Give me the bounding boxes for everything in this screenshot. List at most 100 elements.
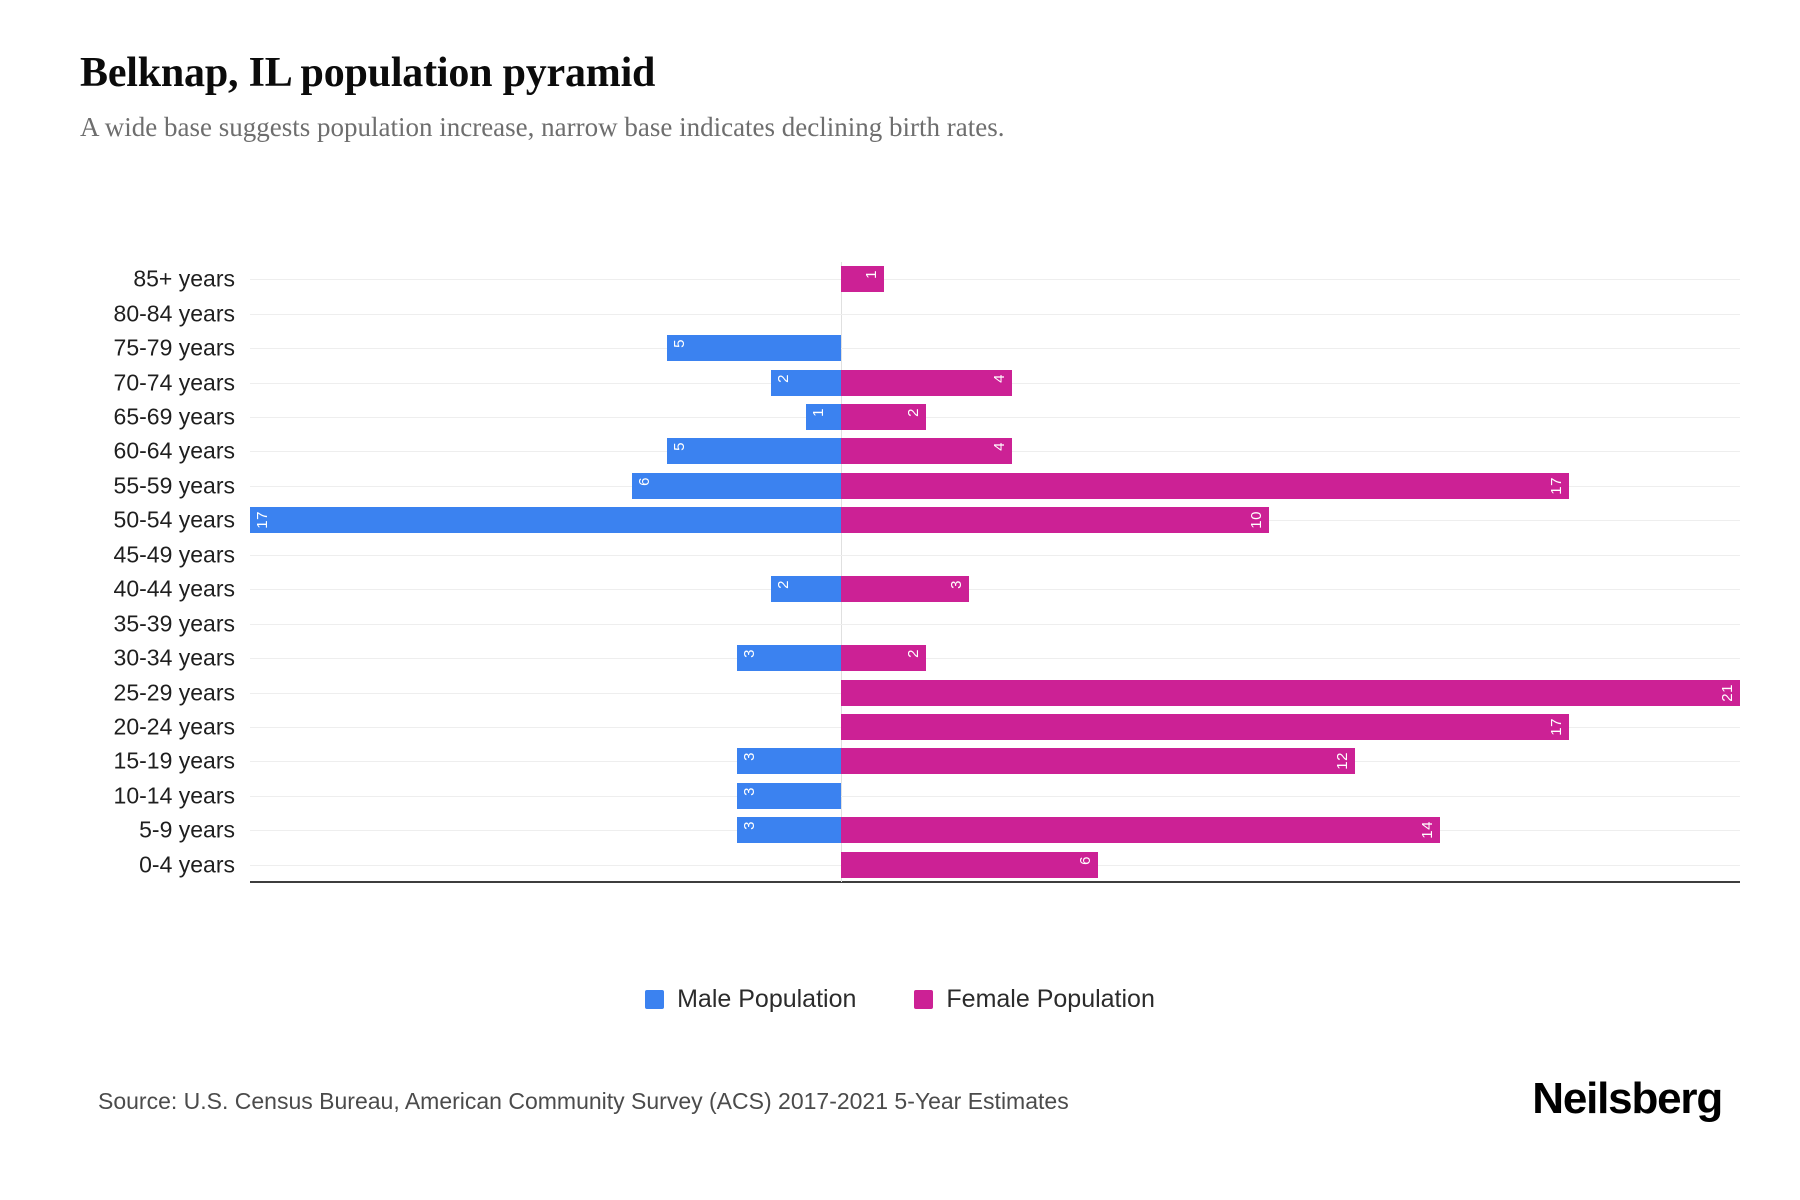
bar-value-label: 12: [1333, 752, 1351, 771]
bar-male[interactable]: 2: [771, 369, 841, 396]
y-axis-tick-label: 15-19 years: [113, 747, 235, 774]
source-note: Source: U.S. Census Bureau, American Com…: [98, 1088, 1069, 1114]
pyramid-row: 1: [250, 266, 1740, 293]
bar-value-label: 3: [740, 821, 758, 831]
brand-logo: Neilsberg: [1532, 1074, 1723, 1123]
pyramid-row: [250, 542, 1740, 568]
chart-plot-area: 85+ years 80-84 years 75-79 years 70-74 yea…: [80, 262, 1740, 912]
y-axis-tick-label: 25-29 years: [113, 679, 235, 706]
bar-male[interactable]: 2: [771, 576, 841, 603]
bar-female[interactable]: 4: [840, 438, 1013, 465]
pyramid-row: 3 14: [250, 817, 1740, 844]
y-axis-tick-label: 40-44 years: [113, 575, 235, 602]
pyramid-row: 3: [250, 782, 1740, 809]
y-axis-tick-label: 60-64 years: [113, 437, 235, 464]
square-swatch-icon: [914, 990, 934, 1009]
y-axis-tick-label: 0-4 years: [139, 851, 235, 878]
bar-value-label: 4: [991, 373, 1009, 383]
pyramid-row: [250, 301, 1740, 327]
gridline: [250, 624, 1740, 625]
gridline: [250, 279, 1740, 280]
gridline: [250, 417, 1740, 418]
bar-value-label: 2: [775, 373, 793, 383]
bar-value-label: 3: [740, 649, 758, 658]
chart-footer: Source: U.S. Census Bureau, American Com…: [0, 1074, 1800, 1140]
y-axis-tick-label: 5-9 years: [139, 816, 235, 843]
bar-female[interactable]: 12: [840, 748, 1355, 775]
gridline: [250, 314, 1740, 315]
bar-value-label: 5: [671, 442, 689, 452]
gridline: [250, 589, 1740, 590]
bar-female[interactable]: 17: [840, 714, 1569, 740]
bar-value-label: 2: [905, 649, 923, 658]
page-title: Belknap, IL population pyramid: [80, 50, 656, 96]
bar-female[interactable]: 14: [840, 817, 1441, 844]
x-axis-baseline: [250, 881, 1740, 883]
bar-female[interactable]: 3: [840, 576, 970, 603]
legend-item-label: Female Population: [946, 985, 1155, 1013]
chart-header: Belknap, IL population pyramid A wide ba…: [80, 50, 1720, 143]
gridline: [250, 348, 1740, 349]
y-axis-tick-label: 10-14 years: [113, 782, 235, 809]
bar-male[interactable]: 3: [736, 748, 841, 775]
bar-female[interactable]: 1: [840, 266, 884, 293]
bar-male[interactable]: 3: [736, 645, 841, 672]
legend-item-label: Male Population: [677, 985, 857, 1013]
bar-value-label: 17: [1547, 718, 1565, 736]
bar-male[interactable]: 17: [250, 507, 841, 534]
y-axis-tick-label: 45-49 years: [113, 541, 235, 568]
pyramid-row: 6: [250, 851, 1740, 878]
y-axis-tick-label: 20-24 years: [113, 713, 235, 740]
bar-female[interactable]: 4: [840, 369, 1013, 396]
bar-value-label: 1: [862, 270, 880, 280]
y-axis-tick-label: 80-84 years: [113, 300, 235, 327]
y-axis-tick-label: 50-54 years: [113, 506, 235, 533]
bar-value-label: 4: [991, 442, 1009, 452]
pyramid-row: 17: [250, 714, 1740, 740]
bar-female[interactable]: 21: [840, 679, 1740, 706]
bar-value-label: 3: [740, 786, 758, 796]
y-axis-tick-label: 30-34 years: [113, 644, 235, 671]
bar-value-label: 21: [1718, 683, 1736, 702]
bar-male[interactable]: 1: [806, 404, 841, 430]
y-axis-tick-label: 70-74 years: [113, 369, 235, 396]
pyramid-row: 6 17: [250, 472, 1740, 499]
bar-male[interactable]: 6: [632, 472, 841, 499]
bar-value-label: 6: [1076, 855, 1094, 865]
bar-male[interactable]: 5: [667, 335, 841, 362]
bar-value-label: 1: [810, 408, 828, 417]
y-axis-tick-label: 75-79 years: [113, 334, 235, 361]
bar-value-label: 17: [254, 511, 271, 530]
gridline: [250, 555, 1740, 556]
bar-female[interactable]: 2: [840, 645, 927, 672]
pyramid-row: 3 12: [250, 748, 1740, 775]
bar-value-label: 10: [1247, 511, 1265, 530]
bar-female[interactable]: 2: [840, 404, 927, 430]
y-axis-tick-label: 35-39 years: [113, 610, 235, 637]
bar-female[interactable]: 6: [840, 851, 1098, 878]
bar-female[interactable]: 17: [840, 472, 1569, 499]
bar-value-label: 2: [775, 580, 793, 590]
bar-value-label: 2: [905, 408, 923, 417]
gridline: [250, 796, 1740, 797]
pyramid-bars-canvas: 1 5 2 4 1 2 5 4 6 17 17 10 2 3 3 2 21 17 3 12 3 3 14 6: [250, 262, 1740, 883]
y-axis-tick-label: 65-69 years: [113, 403, 235, 430]
gridline: [250, 658, 1740, 659]
pyramid-row: 17 10: [250, 507, 1740, 534]
y-axis-category-labels: 85+ years 80-84 years 75-79 years 70-74 yea…: [80, 262, 235, 882]
bar-male[interactable]: 5: [667, 438, 841, 465]
bar-male[interactable]: 3: [736, 817, 841, 844]
legend-item-male[interactable]: Male Population: [645, 985, 856, 1014]
y-axis-tick-label: 55-59 years: [113, 472, 235, 499]
bar-value-label: 14: [1419, 821, 1437, 840]
bar-female[interactable]: 10: [840, 507, 1269, 534]
bar-value-label: 17: [1547, 476, 1565, 495]
bar-value-label: 3: [948, 580, 966, 590]
bar-male[interactable]: 3: [736, 782, 841, 809]
legend-item-female[interactable]: Female Population: [914, 985, 1155, 1014]
